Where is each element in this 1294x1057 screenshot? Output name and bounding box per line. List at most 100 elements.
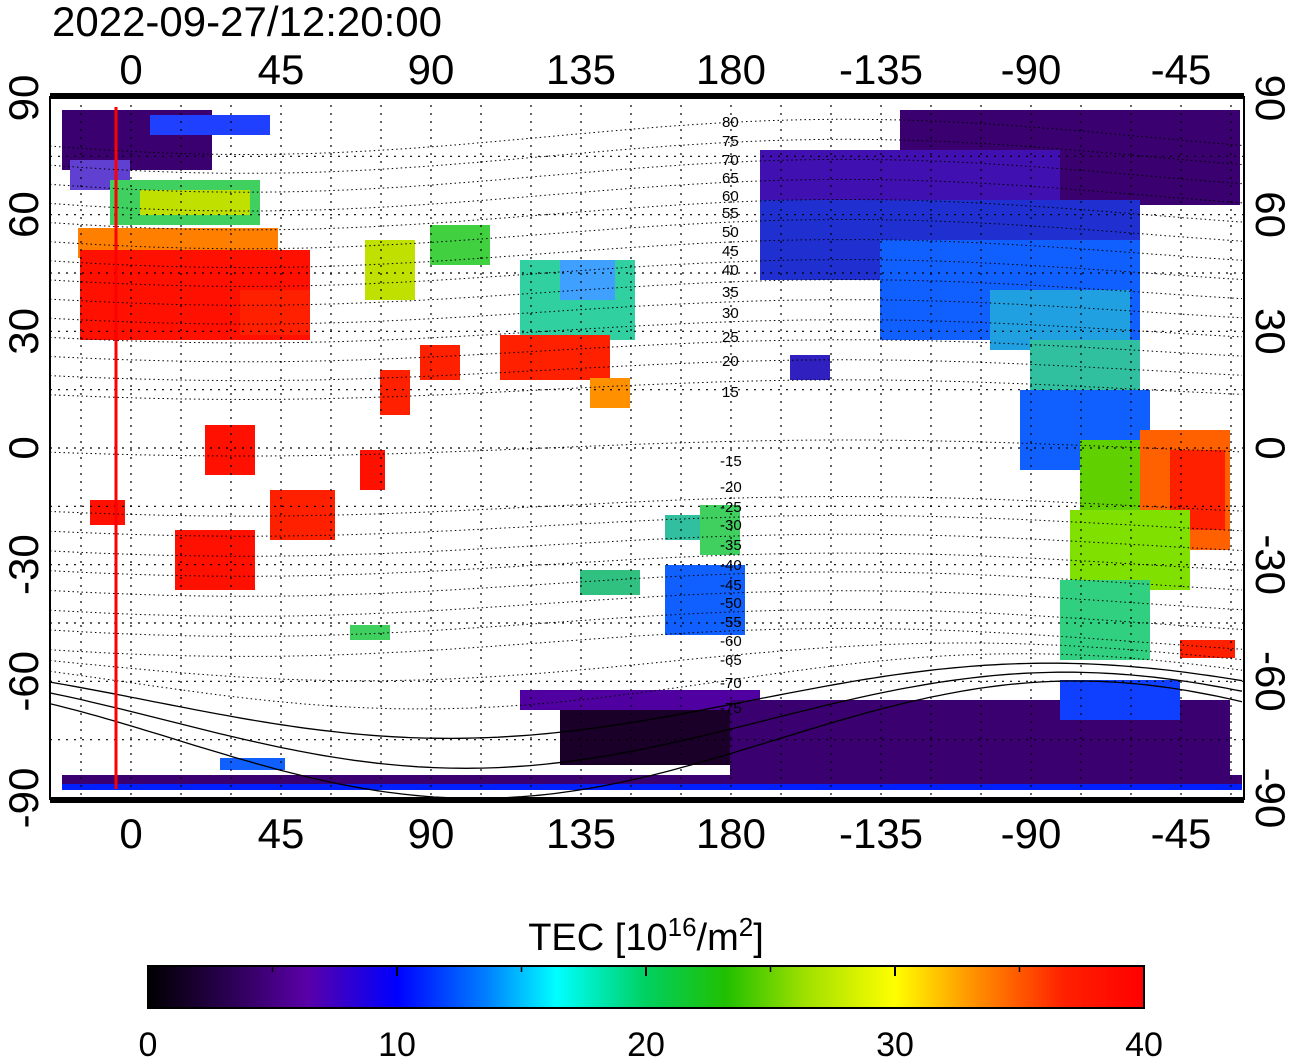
top-frame-bar <box>50 93 1244 99</box>
magnetic-latitude-label: 65 <box>722 170 739 187</box>
longitude-label: -45 <box>1151 46 1212 93</box>
magnetic-latitude-label: -30 <box>720 517 742 534</box>
magnetic-latitude-label: -75 <box>720 700 742 717</box>
longitude-label: -90 <box>1001 810 1062 857</box>
latitude-label: 60 <box>0 191 47 238</box>
magnetic-latitude-label: -40 <box>720 557 742 574</box>
magnetic-latitude-line <box>50 496 1243 517</box>
magnetic-latitude-line <box>50 259 1243 287</box>
colorbar-ticks: 0 10 20 30 40 <box>139 966 1163 1057</box>
longitude-label: -135 <box>839 810 923 857</box>
magnetic-latitude-line <box>50 627 1243 657</box>
magnetic-latitude-line <box>50 359 1243 382</box>
longitude-labels-top: 0 45 90 135 180 -135 -90 -45 <box>119 46 1211 93</box>
latitude-label: 30 <box>1247 308 1294 355</box>
latitude-label: -60 <box>0 651 47 712</box>
magnetic-latitude-label: -55 <box>720 614 742 631</box>
longitude-label: -90 <box>1001 46 1062 93</box>
magnetic-latitude-label: 30 <box>722 305 739 322</box>
latitude-label: 0 <box>0 436 47 459</box>
magnetic-latitude-label: 25 <box>722 329 739 346</box>
magnetic-latitude-label: 35 <box>722 284 739 301</box>
longitude-label: 90 <box>408 46 455 93</box>
tec-data-layer <box>62 110 1242 790</box>
latitude-label: -90 <box>1247 768 1294 829</box>
magnetic-latitude-label: -60 <box>720 633 742 650</box>
latitude-label: 90 <box>1247 75 1294 122</box>
longitude-label: 0 <box>119 46 142 93</box>
magnetic-latitude-label: -25 <box>720 499 742 516</box>
longitude-label: 45 <box>258 810 305 857</box>
latitude-labels-left: 90 60 30 0 -30 -60 -90 <box>0 75 47 829</box>
magnetic-latitude-label: 75 <box>722 133 739 150</box>
magnetic-latitude-line <box>50 680 1243 799</box>
latitude-label: -30 <box>0 534 47 595</box>
longitude-label: 180 <box>696 810 766 857</box>
magnetic-latitude-line <box>50 339 1243 363</box>
magnetic-latitude-line <box>50 439 1243 457</box>
longitude-label: 45 <box>258 46 305 93</box>
magnetic-latitude-line <box>50 609 1243 637</box>
latitude-label: 30 <box>0 308 47 355</box>
colorbar-tick-label: 10 <box>378 1026 416 1057</box>
magnetic-latitude-label: -65 <box>720 652 742 669</box>
longitude-label: -135 <box>839 46 923 93</box>
timestamp-title: 2022-09-27/12:20:00 <box>52 0 442 45</box>
magnetic-latitude-label: -15 <box>720 453 742 470</box>
longitude-label: 180 <box>696 46 766 93</box>
magnetic-latitude-line <box>50 239 1243 269</box>
magnetic-latitude-label: -45 <box>720 577 742 594</box>
magnetic-latitude-label: -20 <box>720 479 742 496</box>
magnetic-latitude-line <box>50 319 1243 344</box>
magnetic-latitude-label: 40 <box>722 262 739 279</box>
magnetic-latitude-label: 70 <box>722 152 739 169</box>
longitude-label: 0 <box>119 810 142 857</box>
magnetic-latitude-line <box>50 642 1243 682</box>
magnetic-latitude-line <box>50 653 1243 710</box>
magnetic-latitude-label: 55 <box>722 205 739 222</box>
longitude-label: 135 <box>546 810 616 857</box>
magnetic-latitude-line <box>50 138 1243 174</box>
colorbar-tick-label: 40 <box>1125 1026 1163 1057</box>
magnetic-latitude-label: 80 <box>722 114 739 131</box>
longitude-label: -45 <box>1151 810 1212 857</box>
magnetic-latitude-label: 60 <box>722 188 739 205</box>
latitude-label: 60 <box>1247 191 1294 238</box>
magnetic-latitude-line <box>50 379 1243 400</box>
magnetic-latitude-label: -70 <box>720 675 742 692</box>
magnetic-latitude-line <box>50 299 1243 325</box>
longitude-labels-bottom: 0 45 90 135 180 -135 -90 -45 <box>119 810 1211 857</box>
magnetic-latitude-line <box>50 158 1243 193</box>
longitude-label: 90 <box>408 810 455 857</box>
latitude-label: 0 <box>1247 436 1294 459</box>
magnetic-latitude-line <box>50 552 1243 577</box>
colorbar-tick-label: 20 <box>627 1026 665 1057</box>
magnetic-latitude-line <box>50 533 1243 557</box>
bottom-frame-bar <box>50 797 1244 803</box>
magnetic-latitude-line <box>50 662 1243 740</box>
latitude-labels-right: 90 60 30 0 -30 -60 -90 <box>1247 75 1294 829</box>
magnetic-latitude-line <box>50 178 1243 212</box>
magnetic-latitude-label: -50 <box>720 595 742 612</box>
colorbar-tick-label: 30 <box>876 1026 914 1057</box>
magnetic-latitude-label: 50 <box>722 224 739 241</box>
colorbar-tick-label: 0 <box>139 1026 158 1057</box>
magnetic-latitude-line <box>50 219 1243 250</box>
magnetic-latitude-contours <box>50 118 1243 799</box>
magnetic-latitude-label: 45 <box>722 243 739 260</box>
magnetic-latitude-line <box>50 571 1243 597</box>
magnetic-latitude-line <box>50 118 1243 155</box>
magnetic-latitude-line <box>50 671 1243 769</box>
latitude-label: -60 <box>1247 651 1294 712</box>
magnetic-latitude-line <box>50 514 1243 537</box>
magnetic-latitude-label: 15 <box>722 384 739 401</box>
magnetic-latitude-line <box>50 590 1243 617</box>
longitude-label: 135 <box>546 46 616 93</box>
magnetic-latitude-label: -35 <box>720 537 742 554</box>
latitude-label: 90 <box>0 75 47 122</box>
latitude-label: -90 <box>0 768 47 829</box>
colorbar-title: TEC [1016/m2] <box>528 912 764 959</box>
magnetic-latitude-line <box>50 199 1243 231</box>
